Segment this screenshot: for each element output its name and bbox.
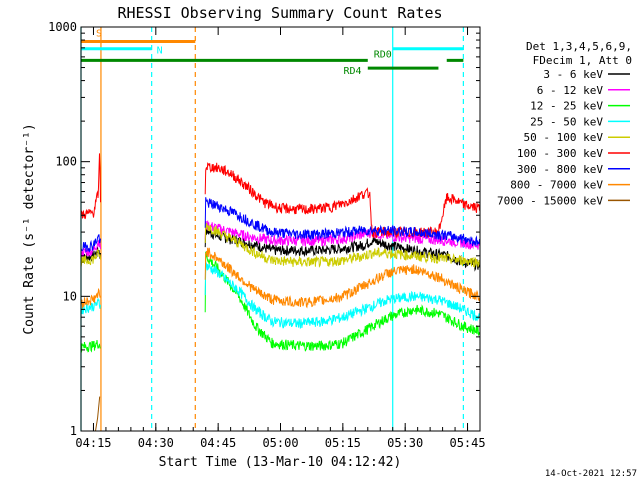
series-line	[80, 153, 480, 240]
x-tick-label: 04:45	[200, 436, 236, 450]
x-tick-label: 05:30	[387, 436, 423, 450]
legend-entry-label: 3 - 6 keV	[543, 68, 603, 81]
legend-entry-label: 100 - 300 keV	[517, 147, 603, 160]
state-bar-label: RD0	[374, 49, 392, 60]
x-tick-label: 05:45	[449, 436, 485, 450]
state-bar-label: RD4	[343, 66, 361, 77]
legend-entry-label: 800 - 7000 keV	[510, 179, 603, 192]
series-line	[80, 262, 480, 329]
legend-entry-label: 7000 - 15000 keV	[497, 194, 603, 207]
series-line	[80, 222, 480, 268]
state-bar-label: S	[96, 29, 102, 40]
legend-entry-label: 50 - 100 keV	[524, 131, 604, 144]
legend-header: Det 1,3,4,5,6,9,	[526, 40, 632, 53]
legend-entry-label: 300 - 800 keV	[517, 163, 603, 176]
y-tick-label: 1000	[48, 20, 77, 34]
chart-title: RHESSI Observing Summary Count Rates	[117, 4, 442, 22]
series-line	[95, 396, 101, 432]
state-bar-label: N	[157, 46, 163, 57]
y-tick-label: 10	[63, 289, 77, 303]
legend-entry-label: 6 - 12 keV	[537, 84, 604, 97]
y-axis-label: Count Rate (s⁻¹ detector⁻¹)	[22, 123, 37, 334]
series-line	[80, 220, 480, 258]
x-axis-label: Start Time (13-Mar-10 04:12:42)	[159, 455, 402, 470]
y-tick-label: 100	[55, 155, 77, 169]
legend-entry-label: 12 - 25 keV	[530, 100, 603, 113]
x-tick-label: 05:00	[262, 436, 298, 450]
series-line	[80, 247, 480, 310]
x-tick-label: 05:15	[325, 436, 361, 450]
y-tick-label: 1	[70, 424, 77, 438]
series-line	[80, 197, 480, 253]
legend-entry-label: 25 - 50 keV	[530, 115, 603, 128]
series-line	[80, 251, 480, 353]
x-tick-label: 04:30	[138, 436, 174, 450]
x-tick-label: 04:15	[75, 436, 111, 450]
legend-header: FDecim 1, Att 0	[533, 54, 632, 67]
footer-timestamp: 14-Oct-2021 12:57	[545, 469, 637, 479]
